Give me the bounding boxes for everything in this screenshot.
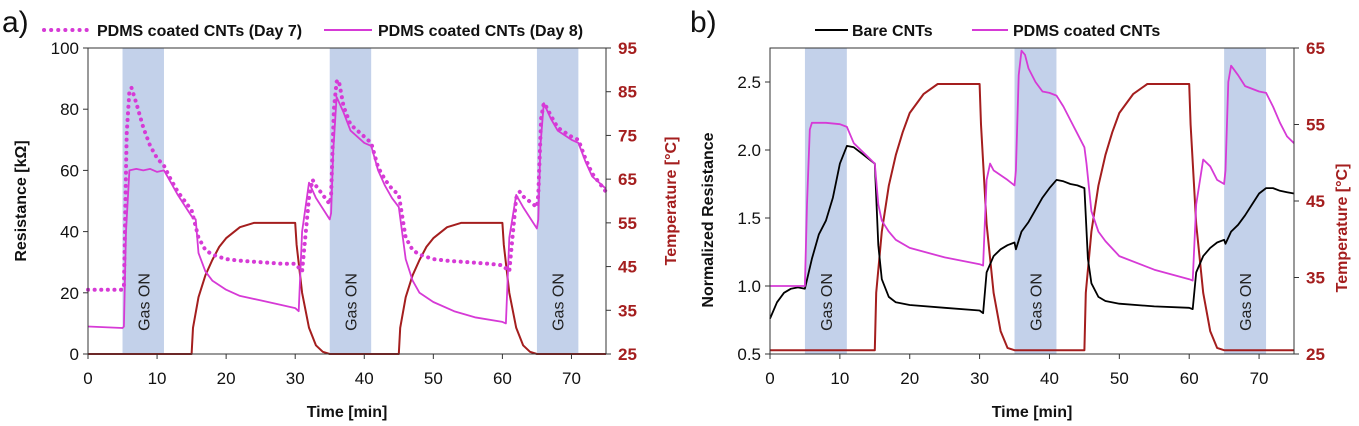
- y-tick-label: 1.0: [737, 277, 761, 296]
- y-axis-title: Normalized Resistance: [700, 132, 717, 307]
- y2-tick-labels: 25 35 45 55 65: [1294, 39, 1325, 364]
- x-tick-label: 50: [424, 369, 443, 388]
- panel-b: b) Gas ON Gas ON Gas ON 0 10 20 30 40 50 60 70 0.…: [690, 6, 1351, 421]
- y-tick-label: 0: [70, 345, 79, 364]
- series-line-temperature: [770, 83, 1294, 352]
- gas-on-band: [1014, 48, 1057, 354]
- gas-on-label: Gas ON: [1028, 273, 1045, 331]
- y2-tick-label: 95: [618, 39, 637, 58]
- x-tick-label: 30: [286, 369, 305, 388]
- temperature-series: [770, 83, 1294, 352]
- series-line-bare-cnts: [769, 145, 1295, 319]
- legend-label-day8: PDMS coated CNTs (Day 8): [378, 23, 583, 40]
- x-tick-label: 70: [562, 369, 581, 388]
- legend: Bare CNTs PDMS coated CNTs: [815, 23, 1160, 40]
- y-tick-label: 100: [51, 39, 79, 58]
- y-tick-label: 20: [60, 284, 79, 303]
- resistance-series: [86, 78, 608, 329]
- y2-tick-label: 55: [1306, 116, 1325, 135]
- y2-axis-title: Temperature [°C]: [1334, 164, 1351, 293]
- gas-on-label: Gas ON: [551, 273, 568, 331]
- series-line-pdms-coated-cnts-day-8: [87, 96, 607, 329]
- y2-tick-label: 85: [618, 83, 637, 102]
- plot-area-frame: [87, 47, 607, 355]
- gas-on-label: Gas ON: [136, 273, 153, 331]
- x-tick-label: 30: [970, 369, 989, 388]
- x-tick-labels: 0 10 20 30 40 50 60 70: [83, 354, 581, 388]
- x-tick-label: 10: [148, 369, 167, 388]
- y2-axis-title: Temperature [°C]: [663, 137, 680, 266]
- gas-on-label: Gas ON: [343, 273, 360, 331]
- y-tick-label: 1.5: [737, 209, 761, 228]
- y2-tick-label: 65: [618, 170, 637, 189]
- x-tick-label: 0: [83, 369, 92, 388]
- x-tick-label: 40: [1040, 369, 1059, 388]
- gas-on-band: [536, 48, 579, 354]
- x-tick-labels: 0 10 20 30 40 50 60 70: [765, 354, 1269, 388]
- panel-label-b: b): [690, 6, 717, 39]
- gas-on-label: Gas ON: [1238, 273, 1255, 331]
- y2-tick-label: 35: [1306, 269, 1325, 288]
- legend-label-pdms: PDMS coated CNTs: [1013, 23, 1160, 40]
- x-tick-label: 0: [765, 369, 774, 388]
- y2-tick-label: 65: [1306, 39, 1325, 58]
- y2-tick-labels: 25 35 45 55 65 75 85 95: [606, 39, 637, 364]
- y-tick-label: 60: [60, 161, 79, 180]
- gas-on-label: Gas ON: [819, 273, 836, 331]
- series-line-pdms-coated-cnts: [770, 49, 1295, 287]
- x-tick-label: 70: [1250, 369, 1269, 388]
- y2-tick-label: 25: [618, 345, 637, 364]
- x-tick-label: 20: [900, 369, 919, 388]
- y2-tick-label: 35: [618, 301, 637, 320]
- y-tick-label: 40: [60, 223, 79, 242]
- y-tick-labels: 0.5 1.0 1.5 2.0 2.5: [737, 73, 770, 364]
- y2-tick-label: 25: [1306, 345, 1325, 364]
- gas-on-bands: Gas ON Gas ON Gas ON: [122, 48, 579, 354]
- x-tick-label: 40: [355, 369, 374, 388]
- x-tick-label: 50: [1110, 369, 1129, 388]
- x-tick-label: 60: [1180, 369, 1199, 388]
- gas-on-bands: Gas ON Gas ON Gas ON: [804, 48, 1267, 354]
- y-tick-label: 80: [60, 100, 79, 119]
- y2-tick-label: 55: [618, 214, 637, 233]
- x-tick-label: 20: [217, 369, 236, 388]
- x-tick-label: 10: [830, 369, 849, 388]
- x-axis-title: Time [min]: [307, 404, 388, 421]
- gas-on-band: [1224, 48, 1267, 354]
- y-tick-label: 2.0: [737, 141, 761, 160]
- y-tick-label: 0.5: [737, 345, 761, 364]
- legend-label-bare: Bare CNTs: [852, 23, 933, 40]
- y2-tick-label: 45: [618, 258, 637, 277]
- y2-tick-label: 75: [618, 126, 637, 145]
- panel-label-a: a): [2, 6, 29, 39]
- legend: PDMS coated CNTs (Day 7) PDMS coated CNT…: [42, 23, 583, 40]
- legend-label-day7: PDMS coated CNTs (Day 7): [97, 23, 302, 40]
- y-axis-title: Resistance [kΩ]: [13, 140, 30, 261]
- y2-tick-label: 45: [1306, 192, 1325, 211]
- resistance-series: [769, 49, 1295, 319]
- panel-a: a) Gas ON Gas ON Gas ON 0 10 20 30 40 50 60 70 0 2…: [2, 6, 680, 421]
- gas-on-band: [804, 48, 847, 354]
- x-tick-label: 60: [493, 369, 512, 388]
- y-tick-label: 2.5: [737, 73, 761, 92]
- x-axis-title: Time [min]: [992, 404, 1073, 421]
- y-tick-labels: 0 20 40 60 80 100: [51, 39, 88, 364]
